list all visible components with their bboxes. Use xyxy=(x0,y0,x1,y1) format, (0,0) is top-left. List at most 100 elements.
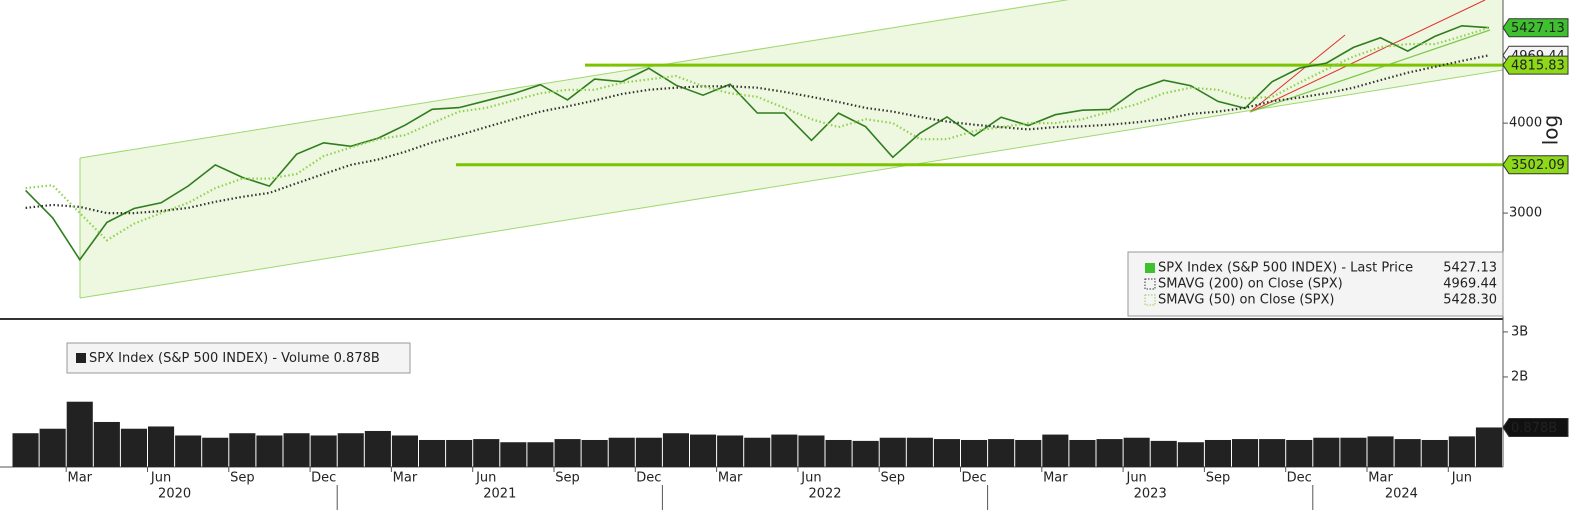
y-tick-label: 3000 xyxy=(1509,206,1542,221)
volume-bar xyxy=(1394,439,1421,467)
volume-bar xyxy=(1150,440,1177,467)
legend-label: SMAVG (50) on Close (SPX) xyxy=(1158,293,1334,308)
x-tick-label: Sep xyxy=(880,471,905,486)
volume-bar xyxy=(1340,437,1367,467)
legend-label: SPX Index (S&P 500 INDEX) - Volume 0.878… xyxy=(89,351,380,366)
volume-bar xyxy=(1448,436,1475,467)
price-tag xyxy=(1502,417,1569,437)
x-tick-label: Dec xyxy=(311,471,336,486)
year-label: 2023 xyxy=(1134,487,1167,502)
volume-bar xyxy=(906,437,933,467)
x-tick-label: Mar xyxy=(1043,471,1068,486)
year-label: 2021 xyxy=(483,487,516,502)
price-tag xyxy=(1502,18,1569,38)
series-line xyxy=(25,54,1490,215)
volume-bar xyxy=(961,439,988,467)
x-tick-label: Mar xyxy=(718,471,743,486)
volume-bar xyxy=(933,439,960,467)
price-tag xyxy=(1502,155,1569,175)
volume-bar xyxy=(1232,439,1259,467)
volume-legend xyxy=(66,342,411,374)
x-tick-label: Jun xyxy=(1451,471,1472,486)
volume-bar xyxy=(1096,439,1123,467)
x-tick-label: Dec xyxy=(961,471,986,486)
volume-bar xyxy=(120,428,147,467)
volume-bar xyxy=(1313,437,1340,467)
volume-bar xyxy=(12,433,39,467)
volume-bar xyxy=(1259,439,1286,467)
price-tag-label: 0.878B xyxy=(1511,421,1557,436)
x-tick-label: Dec xyxy=(636,471,661,486)
volume-bar xyxy=(1123,437,1150,467)
volume-bar xyxy=(256,435,283,467)
volume-bar xyxy=(608,437,635,467)
volume-bar xyxy=(1286,439,1313,467)
legend-value: 0.878B xyxy=(334,351,380,366)
legend-label: SMAVG (200) on Close (SPX) xyxy=(1158,277,1343,292)
volume-bar xyxy=(364,430,391,467)
x-tick-label: Mar xyxy=(393,471,418,486)
x-tick-label: Dec xyxy=(1287,471,1312,486)
volume-bar xyxy=(1042,434,1069,467)
legend-value: 4969.44 xyxy=(1443,277,1497,292)
volume-bar xyxy=(310,435,337,467)
volume-bar xyxy=(879,437,906,467)
volume-bar xyxy=(229,433,256,467)
legend-value: 5428.30 xyxy=(1443,293,1497,308)
year-label: 2022 xyxy=(808,487,841,502)
y-tick-label: 2B xyxy=(1511,369,1528,384)
volume-bar xyxy=(39,428,66,467)
volume-bar xyxy=(662,433,689,467)
scale-label: log xyxy=(1539,115,1563,146)
x-tick-label: Sep xyxy=(555,471,580,486)
volume-bar xyxy=(1475,427,1502,467)
legend-name: SPX Index (S&P 500 INDEX) - Volume xyxy=(89,351,330,366)
volume-bar xyxy=(581,439,608,467)
legend-swatch xyxy=(1144,278,1156,290)
y-tick-label: 4000 xyxy=(1509,116,1542,131)
x-tick-label: Jun xyxy=(800,471,821,486)
volume-bar xyxy=(1177,442,1204,467)
x-tick-label: Mar xyxy=(1368,471,1393,486)
year-label: 2020 xyxy=(158,487,191,502)
volume-bar xyxy=(988,439,1015,467)
series-line xyxy=(25,26,1490,242)
volume-bar xyxy=(771,434,798,467)
x-tick-label: Jun xyxy=(1125,471,1146,486)
volume-bar xyxy=(635,437,662,467)
legend-value: 5427.13 xyxy=(1443,261,1497,276)
volume-bar xyxy=(337,433,364,467)
volume-bar xyxy=(825,439,852,467)
volume-bar xyxy=(500,442,527,467)
x-tick-label: Jun xyxy=(475,471,496,486)
legend-label: SPX Index (S&P 500 INDEX) - Last Price xyxy=(1158,261,1413,276)
volume-bar xyxy=(1204,439,1231,467)
volume-bar xyxy=(1015,439,1042,467)
legend-swatch xyxy=(76,353,86,363)
x-tick-label: Jun xyxy=(150,471,171,486)
year-label: 2024 xyxy=(1385,487,1418,502)
price-tag-label: 3502.09 xyxy=(1511,158,1565,173)
x-tick-label: Mar xyxy=(67,471,92,486)
x-tick-label: Sep xyxy=(1206,471,1231,486)
volume-bar xyxy=(1069,439,1096,467)
price-tag-label: 5427.13 xyxy=(1511,21,1565,36)
volume-bar xyxy=(1367,436,1394,467)
y-tick-label: 3B xyxy=(1511,324,1528,339)
volume-bar xyxy=(744,437,771,467)
volume-bar xyxy=(391,435,418,467)
volume-bar xyxy=(554,439,581,467)
x-tick-label: Sep xyxy=(230,471,255,486)
volume-bar xyxy=(1421,439,1448,467)
price-legend xyxy=(1127,251,1504,317)
price-tag xyxy=(1502,55,1569,75)
volume-bar xyxy=(527,442,554,467)
volume-bar xyxy=(446,439,473,467)
volume-bar xyxy=(283,433,310,467)
legend-swatch xyxy=(1144,294,1156,306)
volume-bar xyxy=(798,435,825,467)
volume-bar xyxy=(473,439,500,467)
volume-bar xyxy=(852,440,879,467)
legend-swatch xyxy=(1145,263,1155,273)
volume-bar xyxy=(66,401,93,467)
